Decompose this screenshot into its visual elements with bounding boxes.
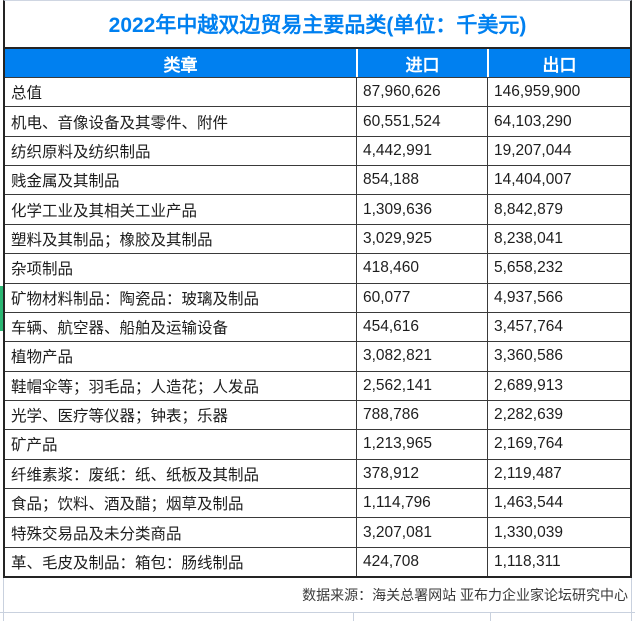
- table-row: 杂项制品 418,460 5,658,232: [5, 254, 630, 284]
- export-cell: 2,689,913: [487, 371, 630, 400]
- grid-line-stub-1: [353, 612, 354, 621]
- table-row: 化学工业及其相关工业产品 1,309,636 8,842,879: [5, 195, 630, 225]
- table-title-bar: 2022年中越双边贸易主要品类(单位：千美元): [5, 1, 630, 49]
- category-cell: 鞋帽伞等；羽毛品；人造花；人发品: [11, 378, 260, 396]
- table-row: 纺织原料及纺织制品 4,442,991 19,207,044: [5, 136, 630, 167]
- trade-table: 2022年中越双边贸易主要品类(单位：千美元) 类章 进口 出口 总值 87,9…: [3, 0, 632, 578]
- category-cell: 机电、音像设备及其零件、附件: [11, 114, 229, 132]
- grid-line-left: [3, 578, 4, 621]
- export-cell: 64,103,290: [487, 107, 630, 136]
- table-header-row: 类章 进口 出口: [5, 49, 630, 78]
- import-cell: 378,912: [356, 459, 487, 489]
- header-category: 类章: [163, 55, 198, 75]
- table-row: 光学、医疗等仪器；钟表；乐器 788,786 2,282,639: [5, 400, 630, 431]
- category-cell: 化学工业及其相关工业产品: [11, 202, 198, 220]
- header-export: 出口: [487, 49, 630, 77]
- import-cell: 454,616: [356, 312, 487, 342]
- data-source-note: 数据来源：海关总署网站 亚布力企业家论坛研究中心: [3, 578, 632, 612]
- grid-line-stub-2: [490, 612, 491, 621]
- table-row: 革、毛皮及制品：箱包：肠线制品 424,708 1,118,311: [5, 547, 630, 577]
- category-cell: 矿物材料制品：陶瓷品：玻璃及制品: [11, 290, 260, 308]
- header-import: 进口: [356, 49, 487, 77]
- table-body: 总值 87,960,626 146,959,900 机电、音像设备及其零件、附件…: [5, 78, 630, 577]
- import-cell: 60,077: [356, 283, 487, 312]
- export-cell: 2,169,764: [487, 430, 630, 459]
- import-cell: 1,114,796: [356, 489, 487, 518]
- export-cell: 19,207,044: [487, 136, 630, 166]
- export-cell: 1,330,039: [487, 518, 630, 547]
- page-title: 2022年中越双边贸易主要品类(单位：千美元): [108, 14, 527, 37]
- export-cell: 1,463,544: [487, 489, 630, 518]
- category-cell: 革、毛皮及制品：箱包：肠线制品: [11, 554, 244, 572]
- export-cell: 2,119,487: [487, 459, 630, 489]
- category-cell: 纺织原料及纺织制品: [11, 143, 151, 161]
- grid-line-right: [631, 578, 632, 621]
- table-row: 总值 87,960,626 146,959,900: [5, 78, 630, 108]
- export-cell: 8,842,879: [487, 195, 630, 224]
- category-cell: 贱金属及其制品: [11, 173, 120, 191]
- export-cell: 4,937,566: [487, 283, 630, 312]
- import-cell: 3,029,925: [356, 224, 487, 254]
- export-cell: 14,404,007: [487, 166, 630, 195]
- import-cell: 4,442,991: [356, 136, 487, 166]
- import-cell: 1,309,636: [356, 195, 487, 224]
- category-cell: 塑料及其制品；橡胶及其制品: [11, 231, 213, 249]
- import-cell: 424,708: [356, 547, 487, 577]
- export-cell: 3,360,586: [487, 342, 630, 371]
- export-cell: 2,282,639: [487, 400, 630, 430]
- export-cell: 1,118,311: [487, 547, 630, 577]
- table-row: 矿物材料制品：陶瓷品：玻璃及制品 60,077 4,937,566: [5, 283, 630, 313]
- export-cell: 5,658,232: [487, 254, 630, 283]
- category-cell: 食品；饮料、酒及醋；烟草及制品: [11, 496, 244, 514]
- category-cell: 杂项制品: [11, 261, 74, 279]
- import-cell: 3,082,821: [356, 342, 487, 371]
- category-cell: 矿产品: [11, 437, 58, 455]
- table-row: 植物产品 3,082,821 3,360,586: [5, 342, 630, 372]
- table-row: 纤维素浆：废纸：纸、纸板及其制品 378,912 2,119,487: [5, 459, 630, 490]
- table-row: 矿产品 1,213,965 2,169,764: [5, 430, 630, 460]
- import-cell: 60,551,524: [356, 107, 487, 136]
- export-cell: 146,959,900: [487, 78, 630, 107]
- table-row: 塑料及其制品；橡胶及其制品 3,029,925 8,238,041: [5, 224, 630, 255]
- data-source-text: 数据来源：海关总署网站 亚布力企业家论坛研究中心: [302, 587, 628, 603]
- table-row: 食品；饮料、酒及醋；烟草及制品 1,114,796 1,463,544: [5, 489, 630, 519]
- table-row: 特殊交易品及未分类商品 3,207,081 1,330,039: [5, 518, 630, 548]
- import-cell: 1,213,965: [356, 430, 487, 459]
- category-cell: 植物产品: [11, 349, 74, 367]
- import-cell: 2,562,141: [356, 371, 487, 400]
- import-cell: 854,188: [356, 166, 487, 195]
- category-cell: 光学、医疗等仪器；钟表；乐器: [11, 408, 229, 426]
- table-row: 车辆、航空器、船舶及运输设备 454,616 3,457,764: [5, 312, 630, 343]
- export-cell: 8,238,041: [487, 224, 630, 254]
- category-cell: 特殊交易品及未分类商品: [11, 525, 182, 543]
- export-cell: 3,457,764: [487, 312, 630, 342]
- grid-line-horizontal: [0, 612, 635, 613]
- table-row: 贱金属及其制品 854,188 14,404,007: [5, 166, 630, 196]
- import-cell: 418,460: [356, 254, 487, 283]
- category-cell: 纤维素浆：废纸：纸、纸板及其制品: [11, 466, 260, 484]
- import-cell: 3,207,081: [356, 518, 487, 547]
- row-green-marker: [0, 286, 3, 331]
- import-cell: 788,786: [356, 400, 487, 430]
- table-row: 鞋帽伞等；羽毛品；人造花；人发品 2,562,141 2,689,913: [5, 371, 630, 401]
- import-cell: 87,960,626: [356, 78, 487, 107]
- table-row: 机电、音像设备及其零件、附件 60,551,524 64,103,290: [5, 107, 630, 137]
- category-cell: 总值: [11, 85, 43, 103]
- category-cell: 车辆、航空器、船舶及运输设备: [11, 320, 229, 338]
